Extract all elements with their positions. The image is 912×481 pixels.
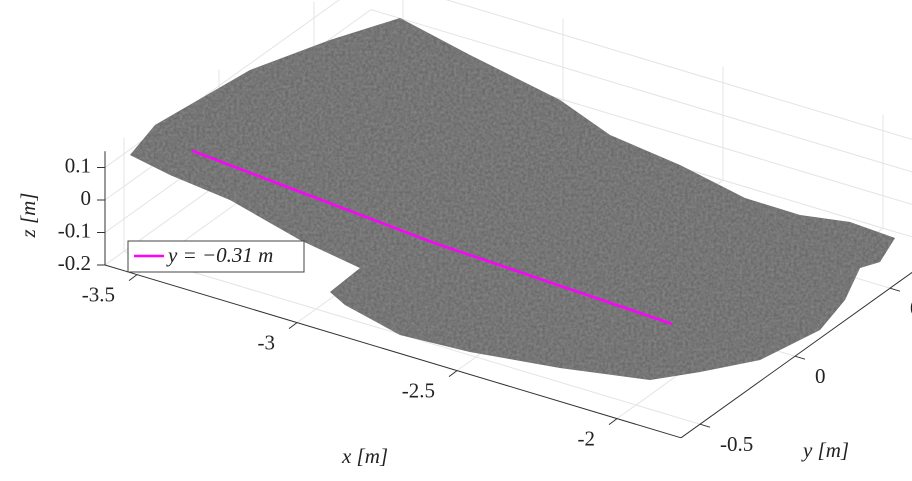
x-tick-label: -3 bbox=[258, 330, 276, 354]
y-tick bbox=[699, 423, 711, 428]
z-tick-label: -0.1 bbox=[58, 218, 91, 242]
y-tick-label: 0.5 bbox=[910, 296, 912, 320]
legend: y = −0.31 m bbox=[127, 240, 305, 273]
x-tick-label: -2.5 bbox=[402, 378, 435, 402]
x-tick-label: -3.5 bbox=[82, 282, 115, 306]
z-tick-label: 0.1 bbox=[65, 153, 91, 177]
x-axis-label: x [m] bbox=[341, 444, 388, 468]
y-axis-label: y [m] bbox=[801, 438, 849, 462]
y-tick-label: -0.5 bbox=[720, 432, 753, 456]
y-tick bbox=[794, 355, 806, 360]
plot: -3.5 -3 -2.5 -2 -0.5 0 0.5 0.1 0 -0.1 -0.2 bbox=[58, 149, 912, 456]
x-tick-label: -2 bbox=[578, 426, 596, 450]
grid-line bbox=[445, 0, 912, 140]
grid-line bbox=[370, 9, 912, 173]
z-tick-label: -0.2 bbox=[58, 251, 91, 275]
z-tick-label: 0 bbox=[81, 186, 92, 210]
x-tick bbox=[448, 370, 458, 378]
legend-label: y = −0.31 m bbox=[166, 243, 273, 267]
profile-line bbox=[191, 149, 673, 326]
x-axis bbox=[104, 264, 682, 439]
y-axis bbox=[680, 271, 912, 439]
x-tick bbox=[608, 418, 618, 426]
y-tick-label: 0 bbox=[815, 364, 826, 388]
x-tick bbox=[288, 322, 298, 330]
y-tick bbox=[889, 287, 901, 292]
surface bbox=[130, 18, 895, 380]
x-tick bbox=[128, 274, 138, 282]
z-axis-label: z [m] bbox=[16, 193, 40, 239]
